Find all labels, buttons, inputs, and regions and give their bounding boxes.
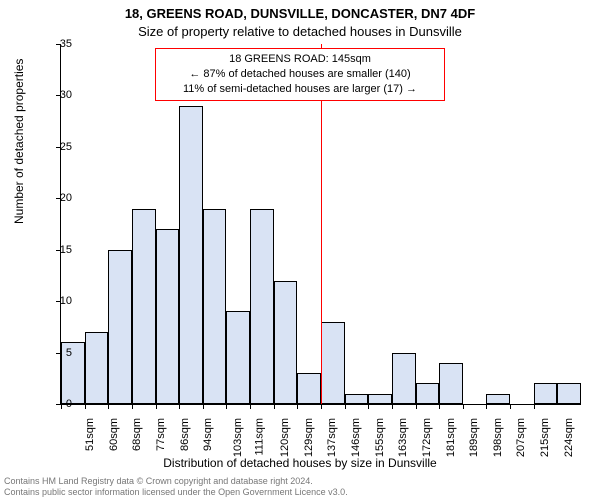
annotation-line: ← 87% of detached houses are smaller (14… (162, 67, 438, 82)
histogram-bar (132, 209, 156, 404)
histogram-bar (345, 394, 369, 404)
x-tick (132, 404, 133, 409)
histogram-bar (534, 383, 558, 404)
x-tick (274, 404, 275, 409)
x-tick (156, 404, 157, 409)
x-tick-label: 60sqm (108, 418, 120, 451)
x-tick (368, 404, 369, 409)
x-tick-label: 129sqm (303, 418, 315, 457)
x-tick (534, 404, 535, 409)
annotation-line: 11% of semi-detached houses are larger (… (162, 82, 438, 97)
x-tick-label: 172sqm (421, 418, 433, 457)
x-tick-label: 146sqm (350, 418, 362, 457)
x-tick (203, 404, 204, 409)
x-tick-label: 224sqm (563, 418, 575, 457)
histogram-bar (274, 281, 298, 404)
x-tick-label: 181sqm (445, 418, 457, 457)
histogram-bar (85, 332, 109, 404)
annotation-line: 18 GREENS ROAD: 145sqm (162, 52, 438, 67)
x-tick (179, 404, 180, 409)
x-tick-label: 215sqm (539, 418, 551, 457)
footer-line1: Contains HM Land Registry data © Crown c… (4, 476, 348, 487)
footer-line2: Contains public sector information licen… (4, 487, 348, 498)
x-tick-label: 68sqm (131, 418, 143, 451)
x-tick-label: 120sqm (279, 418, 291, 457)
y-tick-label: 30 (60, 89, 72, 101)
x-tick (108, 404, 109, 409)
x-tick-label: 94sqm (202, 418, 214, 451)
x-tick-label: 77sqm (155, 418, 167, 451)
x-tick-label: 198sqm (492, 418, 504, 457)
x-tick (439, 404, 440, 409)
x-tick-label: 103sqm (232, 418, 244, 457)
y-axis-label: Number of detached properties (12, 59, 26, 224)
x-tick (486, 404, 487, 409)
property-size-chart: 18, GREENS ROAD, DUNSVILLE, DONCASTER, D… (0, 0, 600, 500)
x-tick (392, 404, 393, 409)
histogram-bar (439, 363, 463, 404)
histogram-bar (61, 342, 85, 404)
x-axis-label: Distribution of detached houses by size … (0, 456, 600, 470)
annotation-box: 18 GREENS ROAD: 145sqm← 87% of detached … (155, 48, 445, 101)
histogram-bar (368, 394, 392, 404)
histogram-bar (321, 322, 345, 404)
x-tick-label: 189sqm (468, 418, 480, 457)
histogram-bar (416, 383, 440, 404)
x-tick-label: 51sqm (84, 418, 96, 451)
histogram-bar (203, 209, 227, 404)
x-tick-label: 137sqm (327, 418, 339, 457)
histogram-bar (250, 209, 274, 404)
histogram-bar (179, 106, 203, 404)
x-tick-label: 207sqm (516, 418, 528, 457)
x-tick (226, 404, 227, 409)
y-tick-label: 5 (66, 347, 72, 359)
x-tick (510, 404, 511, 409)
x-tick-label: 155sqm (374, 418, 386, 457)
y-tick-label: 0 (66, 398, 72, 410)
histogram-bar (108, 250, 132, 404)
histogram-bar (557, 383, 581, 404)
histogram-bar (297, 373, 321, 404)
y-tick-label: 10 (60, 295, 72, 307)
x-tick (85, 404, 86, 409)
histogram-bar (226, 311, 250, 404)
histogram-bar (156, 229, 180, 404)
x-tick (250, 404, 251, 409)
x-tick (321, 404, 322, 409)
chart-subtitle: Size of property relative to detached ho… (0, 24, 600, 39)
y-tick-label: 25 (60, 141, 72, 153)
histogram-bar (486, 394, 510, 404)
x-tick (61, 404, 62, 409)
y-tick-label: 35 (60, 38, 72, 50)
x-tick (345, 404, 346, 409)
x-tick-label: 86sqm (179, 418, 191, 451)
x-tick-label: 111sqm (254, 418, 266, 456)
x-tick (297, 404, 298, 409)
y-tick-label: 20 (60, 192, 72, 204)
x-tick-label: 163sqm (397, 418, 409, 457)
y-tick-label: 15 (60, 244, 72, 256)
x-tick (463, 404, 464, 409)
histogram-bar (392, 353, 416, 404)
chart-title: 18, GREENS ROAD, DUNSVILLE, DONCASTER, D… (0, 6, 600, 21)
x-tick (416, 404, 417, 409)
footer-attribution: Contains HM Land Registry data © Crown c… (4, 476, 348, 498)
